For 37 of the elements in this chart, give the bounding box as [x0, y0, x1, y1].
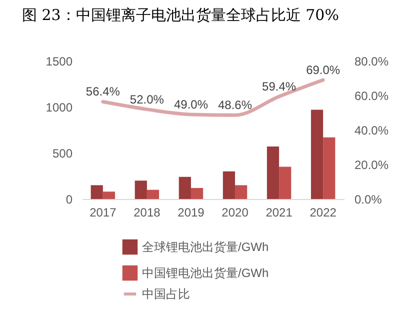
- bar: [190, 188, 204, 199]
- x-tick-label: 2018: [134, 206, 161, 220]
- bar: [279, 166, 292, 199]
- data-label: 69.0%: [306, 62, 340, 77]
- x-tick-label: 2017: [90, 206, 117, 220]
- bar: [146, 190, 160, 199]
- y2-tick-label: 20.0%: [354, 158, 389, 172]
- x-tick-label: 2019: [178, 206, 205, 220]
- y-tick-label: 1000: [46, 100, 73, 114]
- data-label: 49.0%: [174, 97, 208, 112]
- y2-tick-label: 0.0%: [354, 192, 382, 206]
- data-label: 52.0%: [130, 92, 164, 106]
- legend-label: 中国占比: [142, 287, 190, 301]
- y-tick-label: 500: [52, 146, 73, 160]
- bar: [90, 185, 103, 199]
- data-label: 59.4%: [262, 80, 296, 94]
- bar: [266, 146, 280, 199]
- y-tick-label: 0: [66, 192, 73, 206]
- x-tick-label: 2021: [266, 206, 293, 220]
- bar: [310, 110, 324, 199]
- x-tick-label: 2022: [310, 206, 337, 220]
- bar: [178, 176, 191, 199]
- bar: [102, 192, 116, 199]
- y-tick-label: 1500: [46, 54, 73, 68]
- bar: [323, 137, 336, 199]
- data-label: 48.6%: [218, 98, 252, 112]
- y2-tick-label: 80.0%: [354, 54, 389, 68]
- chart-title: 图 23：中国锂离子电池出货量全球占比近 70%: [22, 6, 339, 24]
- y2-tick-label: 60.0%: [354, 89, 389, 103]
- legend-label: 全球锂电池出货量/GWh: [142, 240, 269, 254]
- bar: [235, 185, 248, 199]
- y2-tick-label: 40.0%: [354, 124, 389, 138]
- data-label: 56.4%: [86, 84, 120, 99]
- x-tick-label: 2020: [222, 206, 249, 220]
- legend-label: 中国锂电池出货量/GWh: [142, 266, 269, 280]
- bar: [222, 171, 236, 199]
- bar: [134, 180, 147, 199]
